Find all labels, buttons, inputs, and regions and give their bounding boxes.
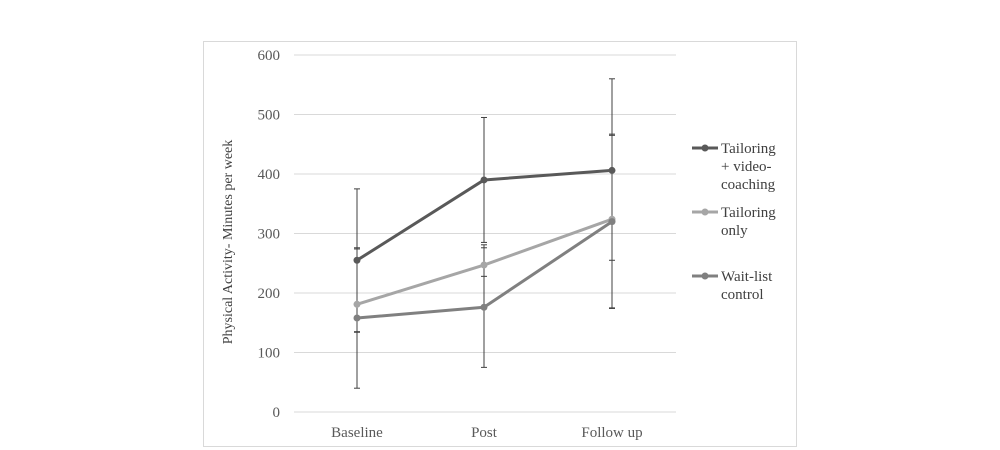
y-tick-label: 400 xyxy=(258,167,281,183)
y-tick-label: 200 xyxy=(258,286,281,302)
legend-label: Tailoring + video-coaching xyxy=(721,141,776,193)
legend-label: Wait-list control xyxy=(721,269,773,303)
y-axis-title: Physical Activity- Minutes per week xyxy=(221,140,236,345)
data-point xyxy=(353,256,361,264)
chart-frame xyxy=(203,41,797,447)
legend: Tailoring + video-coaching Tailoring only Wa… xyxy=(692,141,776,303)
data-point xyxy=(480,176,488,184)
data-point xyxy=(480,303,488,311)
x-tick-label: Baseline xyxy=(331,425,383,441)
data-point xyxy=(608,166,616,174)
y-tick-label: 0 xyxy=(273,405,281,421)
data-point xyxy=(480,261,488,269)
y-tick-label: 500 xyxy=(258,108,281,124)
legend-swatch-marker xyxy=(701,208,709,216)
data-point xyxy=(353,314,361,322)
y-axis-ticks: 0 100 200 300 400 500 600 xyxy=(258,48,281,421)
y-tick-label: 300 xyxy=(258,227,281,243)
series-lines xyxy=(353,166,616,322)
x-tick-label: Follow up xyxy=(581,425,642,441)
x-axis-ticks: Baseline Post Follow up xyxy=(331,425,642,441)
x-tick-label: Post xyxy=(471,425,498,441)
data-point xyxy=(608,218,616,226)
data-point xyxy=(353,300,361,308)
y-tick-label: 600 xyxy=(258,48,281,64)
legend-swatch-marker xyxy=(701,144,709,152)
y-tick-label: 100 xyxy=(258,346,281,362)
legend-label: Tailoring only xyxy=(721,205,776,239)
gridlines xyxy=(294,54,676,413)
legend-swatch-marker xyxy=(701,272,709,280)
